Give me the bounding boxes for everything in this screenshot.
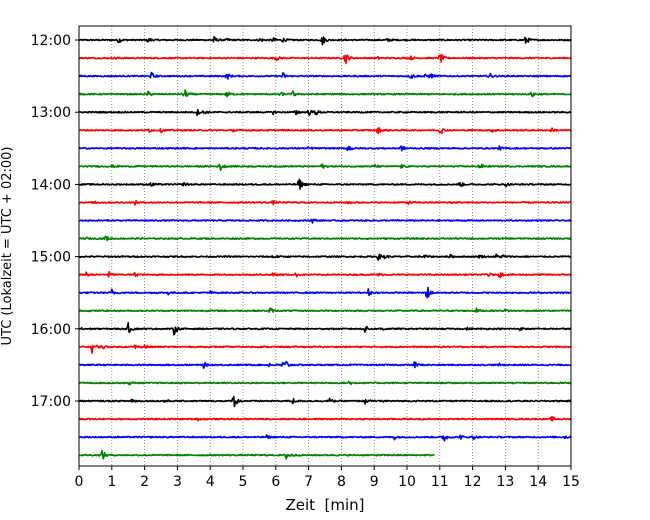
seismic-trace-1	[78, 53, 572, 65]
x-tick-label: 9	[370, 474, 379, 490]
seismic-trace-23	[78, 449, 435, 460]
x-tick-label: 0	[75, 474, 84, 490]
seismic-trace-0	[78, 35, 572, 46]
plot-frame	[78, 25, 572, 467]
x-tick-label: 11	[431, 474, 449, 490]
y-tick-label: 17:00	[31, 394, 71, 410]
x-tick-label: 15	[562, 474, 580, 490]
y-tick-label: 14:00	[31, 177, 71, 193]
x-tick-label: 7	[304, 474, 313, 490]
seismic-trace-2	[78, 71, 572, 80]
x-axis-label: Zeit [min]	[285, 496, 364, 514]
seismic-trace-20	[78, 395, 572, 408]
x-tick-label: 5	[239, 474, 248, 490]
x-tick-label: 6	[271, 474, 280, 490]
seismic-trace-9	[78, 199, 572, 206]
seismic-traces	[78, 35, 572, 460]
seismic-trace-7	[78, 163, 572, 172]
seismic-trace-14	[78, 286, 572, 299]
seismic-trace-19	[78, 380, 572, 386]
seismic-trace-21	[78, 415, 572, 422]
vertical-gridlines	[111, 26, 539, 466]
seismic-trace-22	[78, 434, 572, 442]
seismic-trace-5	[78, 126, 572, 135]
seismic-trace-17	[78, 344, 572, 354]
seismic-trace-13	[78, 270, 572, 279]
seismic-trace-6	[78, 145, 572, 152]
x-tick-label: 2	[140, 474, 149, 490]
x-tick-label: 8	[337, 474, 346, 490]
x-tick-label: 12	[464, 474, 482, 490]
seismic-trace-10	[78, 218, 572, 224]
seismic-trace-11	[78, 235, 572, 242]
x-tick-label: 13	[496, 474, 514, 490]
seismic-trace-18	[78, 360, 572, 370]
seismic-trace-16	[78, 321, 572, 336]
x-tick-label: 1	[107, 474, 116, 490]
y-tick-label: 12:00	[31, 33, 71, 49]
x-tick-label: 14	[529, 474, 547, 490]
seismic-trace-8	[78, 178, 572, 190]
y-axis-label: UTC (Lokalzeit = UTC + 02:00)	[0, 147, 15, 346]
seismic-trace-15	[78, 307, 572, 313]
x-tick-label: 3	[173, 474, 182, 490]
seismic-trace-12	[78, 253, 572, 261]
seismic-trace-3	[78, 89, 572, 98]
y-tick-label: 16:00	[31, 322, 71, 338]
seismic-trace-4	[78, 109, 572, 117]
x-tick-label: 4	[206, 474, 215, 490]
y-tick-label: 15:00	[31, 250, 71, 266]
x-axis-ticks: 0 1 2 3 4 5 6 7 8 9 10 11 12 13 14 15	[75, 466, 580, 490]
x-tick-label: 10	[398, 474, 416, 490]
y-axis-ticks: 12:00 13:00 14:00 15:00 16:00 17:00	[31, 33, 79, 410]
y-tick-label: 13:00	[31, 105, 71, 121]
